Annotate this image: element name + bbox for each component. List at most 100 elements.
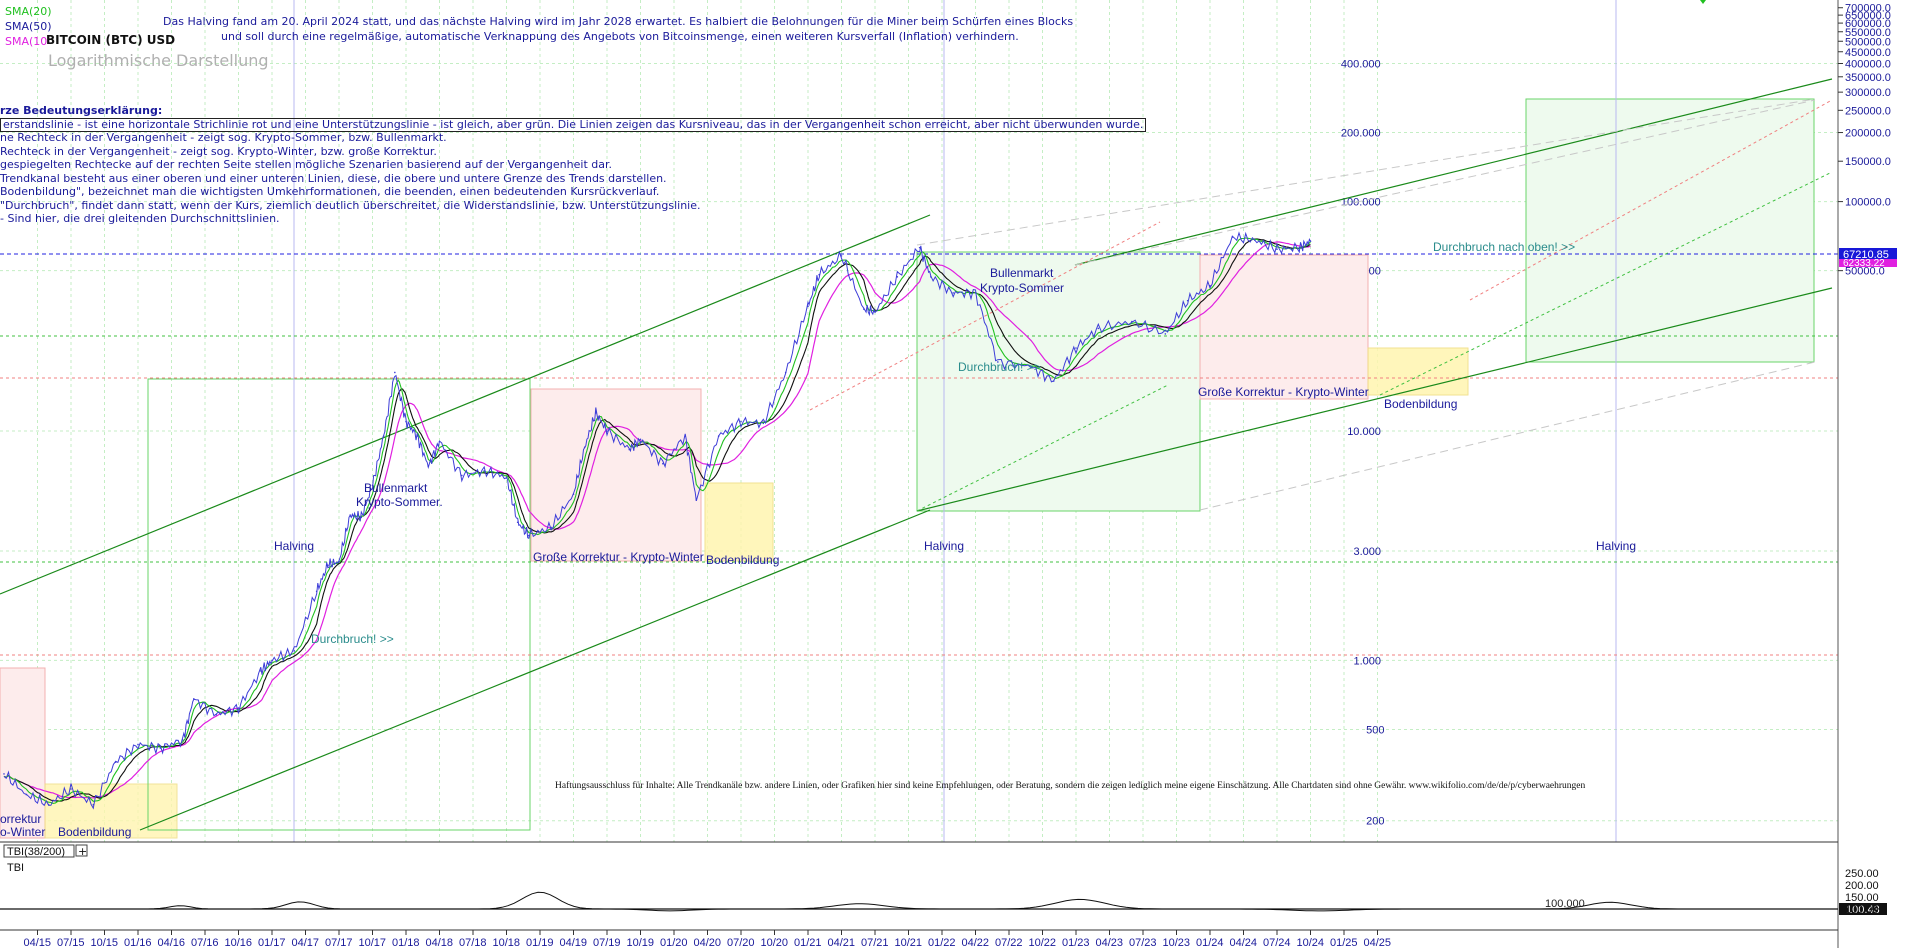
price-point (3, 773, 5, 775)
tbi-add-button[interactable] (75, 844, 88, 857)
plus-icon: + (78, 845, 87, 858)
time-axis: 04/15 07/15 10/15 01/16 04/16 07/16 10/16 01/17… (24, 930, 1392, 948)
price-point (505, 476, 508, 478)
price-point (1131, 320, 1133, 323)
right-tick-label: 700000.0 (1845, 3, 1891, 15)
y-tick-label: 100.000 (1341, 197, 1381, 209)
price-point (461, 474, 463, 477)
x-tick-label: 04/24 (1230, 937, 1258, 948)
legend-sma20[interactable]: SMA(20) (5, 5, 52, 18)
right-tick-label: 600000.0 (1845, 18, 1891, 30)
breakout-label-2020: Durchbruch! >> (958, 360, 1041, 374)
last-price-badge (1839, 248, 1897, 260)
price-point (349, 514, 351, 516)
disclaimer: Haftungsausschluss für Inhalte: Alle Tre… (555, 780, 1586, 791)
trend-lower-1 (139, 509, 931, 831)
y-tick-label: 400.000 (1341, 58, 1381, 70)
green-marker-icon (1700, 0, 1706, 4)
price-point (360, 516, 363, 519)
y-tick-label: 200 (1366, 816, 1384, 828)
note-line-7: "Durchbruch", findet dann statt, wenn de… (0, 198, 701, 212)
price-point (896, 276, 899, 278)
breakout-label-2016: Durchbruch! >> (311, 632, 394, 646)
price-point (952, 292, 954, 294)
x-tick-label: 10/19 (627, 937, 655, 948)
price-point (114, 761, 117, 763)
right-tick-label: 250000.0 (1845, 105, 1891, 117)
x-tick-label: 04/15 (24, 937, 52, 948)
tbi-level-label: 100.000 (1545, 898, 1585, 910)
x-tick-label: 10/20 (761, 937, 789, 948)
last-price-text: 67210.85 (1843, 249, 1889, 261)
price-point (260, 670, 262, 672)
legend-sma50[interactable]: SMA(50) (5, 20, 52, 33)
price-point (784, 371, 787, 374)
x-tick-label: 07/16 (191, 937, 219, 948)
tbi-tick-label: 200.00 (1845, 880, 1879, 892)
price-point (70, 788, 72, 790)
x-tick-label: 01/18 (392, 937, 420, 948)
price-point (1309, 240, 1312, 242)
x-tick-label: 04/21 (828, 937, 856, 948)
tbi-indicator-panel (130, 891, 1690, 912)
breakout-label-2024: Durchbruch nach oben! >> (1433, 240, 1575, 254)
price-point (237, 707, 240, 709)
x-tick-label: 01/20 (660, 937, 688, 948)
x-tick-label: 04/25 (1364, 937, 1392, 948)
price-point (293, 650, 296, 652)
second-price-text: 62333.22 (1843, 258, 1885, 269)
price-line (3, 231, 1311, 810)
price-point (997, 361, 999, 363)
halving-label-2016: Halving (274, 539, 314, 553)
x-tick-label: 04/17 (292, 937, 320, 948)
note-line-1: erstandslinie - ist eine horizontale Str… (0, 117, 1147, 132)
x-tick-label: 01/24 (1196, 937, 1224, 948)
price-point (416, 435, 418, 437)
trend-lower-2 (916, 287, 1833, 512)
y-tick-label: 200.000 (1341, 128, 1381, 140)
price-point (483, 470, 485, 472)
right-tick-label: 800000.0 (1845, 0, 1891, 1)
right-tick-label: 550000.0 (1845, 27, 1891, 39)
right-tick-label: 50000.0 (1845, 266, 1885, 278)
x-tick-label: 01/23 (1062, 937, 1090, 948)
note-line-8: - Sind hier, die drei gleitenden Durchsc… (0, 212, 280, 225)
level-lines (0, 253, 1838, 656)
note-line-1-text: erstandslinie - ist eine horizontale Str… (0, 117, 1147, 132)
x-tick-label: 07/19 (593, 937, 621, 948)
price-point (583, 446, 586, 448)
bull-label-1a: Bullenmarkt (364, 481, 428, 495)
x-tick-label: 07/15 (57, 937, 85, 948)
price-point (1231, 236, 1234, 238)
right-tick-label: 500000.0 (1845, 36, 1891, 48)
chart-subtitle: Logarithmische Darstellung (48, 51, 269, 70)
price-point (1052, 380, 1055, 382)
x-tick-label: 10/23 (1163, 937, 1191, 948)
tbi-legend-box[interactable] (3, 844, 75, 858)
correction-label-2018: Große Korrektur - Krypto-Winter (533, 550, 704, 564)
price-point (762, 422, 765, 425)
x-tick-label: 10/21 (895, 937, 923, 948)
yellow-box-2023 (1367, 347, 1469, 396)
price-point (1030, 366, 1033, 368)
x-tick-label: 01/17 (258, 937, 286, 948)
bull-label-1b: Krypto-Sommer. (356, 495, 443, 509)
halving-lines (293, 0, 1617, 842)
x-tick-label: 10/15 (91, 937, 119, 948)
price-point (550, 526, 552, 529)
x-tick-label: 04/23 (1096, 937, 1124, 948)
left-partial-1: orrektur (0, 812, 41, 826)
right-tick-label: 650000.0 (1845, 10, 1891, 22)
tbi-current-badge (1839, 903, 1887, 915)
x-tick-label: 10/22 (1029, 937, 1057, 948)
second-price-badge (1839, 259, 1897, 267)
price-point (327, 564, 329, 567)
legend-sma100[interactable]: SMA(10 (5, 35, 48, 48)
price-point (840, 255, 843, 257)
price-point (1164, 333, 1167, 335)
sma100-line (3, 241, 1311, 799)
note-line-5: Trendkanal besteht aus einer oberen und … (0, 171, 667, 185)
price-point (1276, 248, 1278, 251)
bull-label-2b: Krypto-Sommer (980, 281, 1064, 295)
x-tick-label: 01/19 (526, 937, 554, 948)
